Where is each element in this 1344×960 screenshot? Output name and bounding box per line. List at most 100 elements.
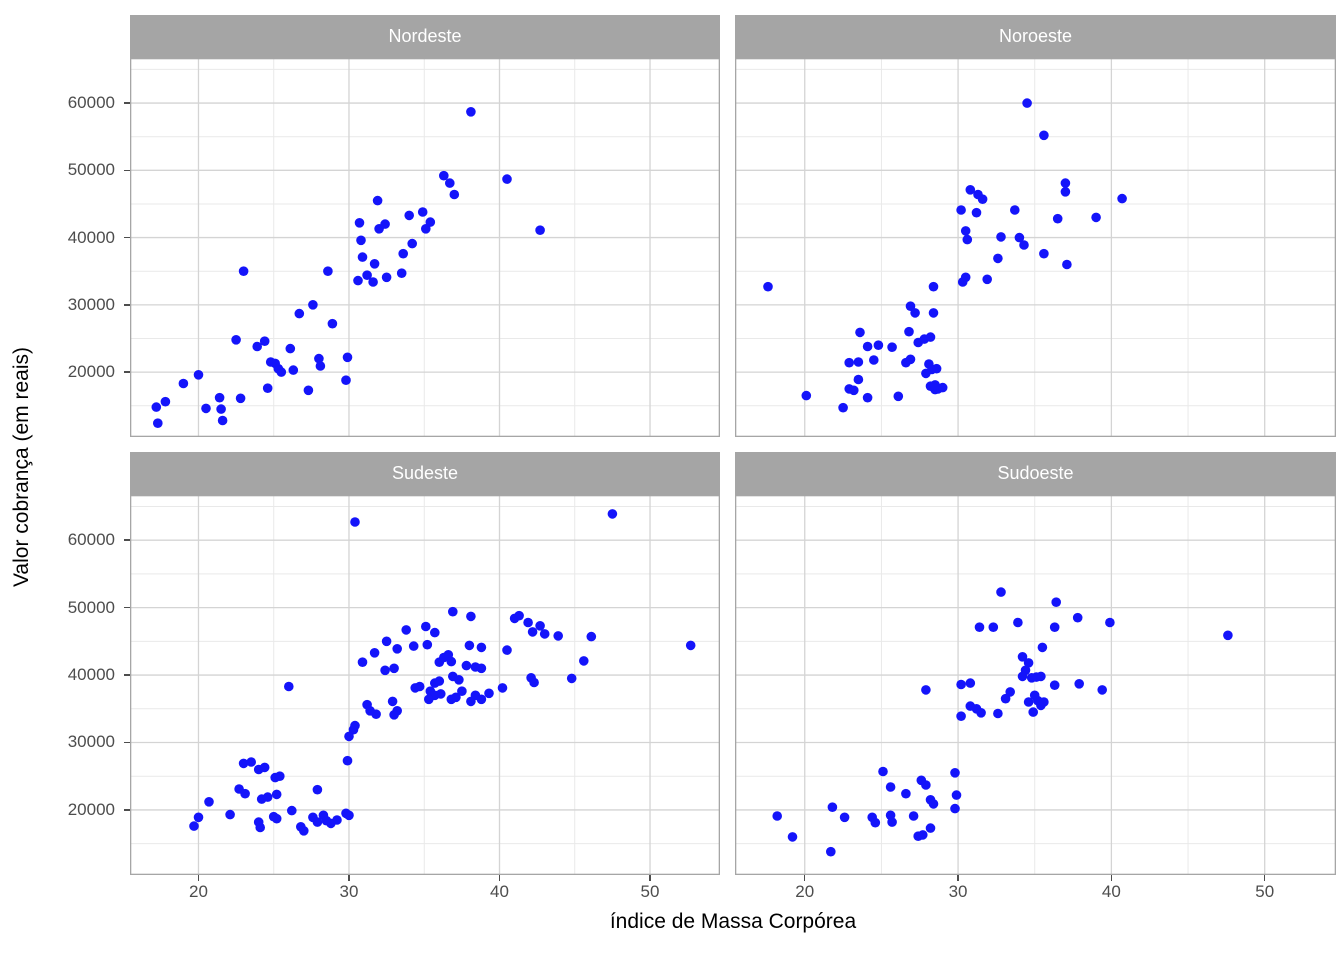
data-point [887,817,897,827]
data-point [869,355,879,365]
data-points [763,98,1127,413]
data-point [965,185,976,195]
data-point [965,678,976,688]
data-point [901,788,911,799]
data-point [1117,193,1127,204]
data-point [353,275,363,286]
y-tick-label: 20000 [67,362,115,382]
y-tick-mark [124,606,130,609]
data-point [312,784,323,795]
data-point [436,689,446,699]
data-point [514,610,524,621]
data-point [193,370,204,380]
data-point [566,673,577,684]
facet-strip-label: Noroeste [998,26,1073,46]
data-point [1005,687,1015,697]
data-point [529,677,539,688]
data-point [1051,597,1061,607]
facet-strip: Nordeste [130,15,720,58]
data-point [502,645,512,655]
data-point [921,780,931,790]
y-tick-mark [124,809,130,811]
data-point [380,219,390,229]
data-point [448,606,458,617]
data-point [763,281,773,292]
data-point [1037,642,1048,653]
data-point [988,622,999,632]
data-point [1060,178,1071,188]
data-point [327,318,338,329]
data-point [284,681,294,692]
data-point [381,636,392,647]
data-point [844,357,854,368]
data-point [950,768,960,778]
data-point [1017,652,1028,662]
data-point [457,686,467,696]
data-point [344,810,354,821]
x-tick-mark [348,875,350,881]
x-axis-title: índice de Massa Corpórea [609,910,857,933]
data-point [445,178,455,188]
data-point [928,799,939,809]
data-point [956,205,966,215]
data-point [993,253,1003,264]
data-point [908,811,919,821]
data-point [271,789,282,800]
data-point [449,189,460,200]
data-point [342,755,353,766]
data-point [387,696,398,707]
facet-sudoeste: Sudoeste [735,452,1336,875]
data-point [827,802,838,812]
data-point [586,631,597,642]
data-point [466,696,476,707]
data-points [189,509,696,836]
facet-strip-label: Sudoeste [997,463,1074,483]
data-point [193,812,204,823]
data-point [434,676,445,686]
data-point [404,210,415,221]
data-point [271,813,282,824]
data-point [925,823,936,833]
scatter-panel-noroeste [735,58,1336,437]
data-point [910,308,920,318]
data-point [1019,240,1029,250]
y-tick-label: 40000 [67,665,115,685]
data-point [389,663,399,674]
facet-strip: Sudeste [130,452,720,495]
data-point [201,403,211,414]
data-point [1022,98,1032,108]
data-point [497,683,508,693]
facet-strip-label: Nordeste [388,26,462,46]
x-tick-label: 50 [640,882,660,901]
minor-gridlines [130,58,720,437]
data-point [369,648,380,658]
x-tick-label: 50 [1255,882,1275,901]
data-point [417,207,428,217]
data-point [1023,658,1034,668]
data-point [189,821,199,831]
data-point [323,266,333,276]
data-point [960,226,971,236]
data-point [1105,617,1115,628]
panel-border [735,495,1336,875]
data-point [285,343,296,354]
data-point [454,675,464,685]
data-point [801,390,812,401]
x-tick-label: 40 [490,882,509,901]
data-point [928,281,939,292]
data-point [918,830,928,840]
major-gridlines [130,58,720,437]
data-point [1091,212,1101,223]
y-tick-label: 50000 [67,160,115,180]
data-point [262,792,273,802]
y-tick-mark [124,371,130,373]
data-point [151,402,162,412]
scatter-panel-nordeste [130,58,720,437]
data-points [772,587,1233,857]
data-point [1223,630,1233,641]
facet-strip-label: Sudeste [391,463,459,483]
y-tick-label: 40000 [67,227,115,247]
data-point [839,812,850,823]
data-point [1062,259,1072,270]
data-point [1028,707,1038,717]
